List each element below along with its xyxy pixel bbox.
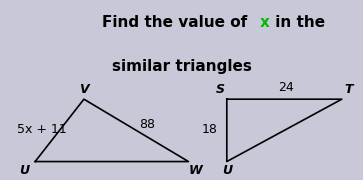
Text: U: U — [20, 164, 30, 177]
Text: W: W — [188, 164, 202, 177]
Text: T: T — [344, 83, 353, 96]
Text: S: S — [215, 83, 224, 96]
Text: Find the value of: Find the value of — [102, 15, 252, 30]
Text: V: V — [79, 83, 89, 96]
Text: 5x + 11: 5x + 11 — [17, 123, 67, 136]
Text: x: x — [260, 15, 269, 30]
Text: in the: in the — [270, 15, 326, 30]
Text: 88: 88 — [139, 118, 155, 131]
Text: similar triangles: similar triangles — [111, 59, 252, 74]
Text: 18: 18 — [201, 123, 217, 136]
Text: 24: 24 — [278, 81, 294, 94]
Text: U: U — [222, 164, 232, 177]
